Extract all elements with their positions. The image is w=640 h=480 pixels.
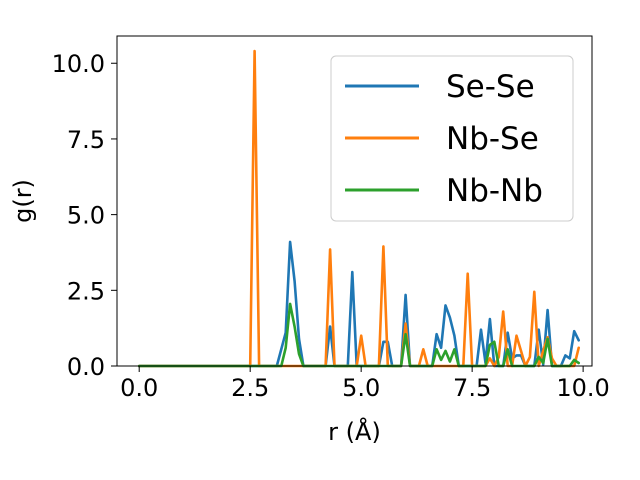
series-line-nb-nb [137, 302, 580, 368]
x-tick-label: 2.5 [231, 374, 269, 402]
y-tick-label: 10.0 [52, 50, 105, 78]
x-tick-label: 5.0 [342, 374, 380, 402]
legend-entry: Nb-Nb [446, 173, 543, 209]
x-tick-label: 0.0 [120, 374, 158, 402]
y-tick-label: 2.5 [67, 277, 105, 305]
legend-entry: Nb-Se [446, 121, 539, 157]
y-tick-label: 0.0 [67, 353, 105, 381]
x-tick-label: 7.5 [453, 374, 491, 402]
y-tick-label: 7.5 [67, 126, 105, 154]
x-axis: 0.0 2.5 5.0 7.5 10.0 [120, 366, 610, 402]
y-axis: 0.0 2.5 5.0 7.5 10.0 [52, 50, 117, 381]
legend-entry: Se-Se [446, 69, 535, 105]
series-line-se-se [137, 240, 580, 368]
legend: Se-Se Nb-Se Nb-Nb [330, 55, 574, 222]
x-axis-label: r (Å) [328, 417, 381, 446]
plot-frame [116, 35, 593, 367]
y-axis-label: g(r) [9, 179, 37, 223]
legend-box [330, 55, 574, 222]
x-tick-label: 10.0 [556, 374, 609, 402]
y-tick-label: 5.0 [67, 202, 105, 230]
